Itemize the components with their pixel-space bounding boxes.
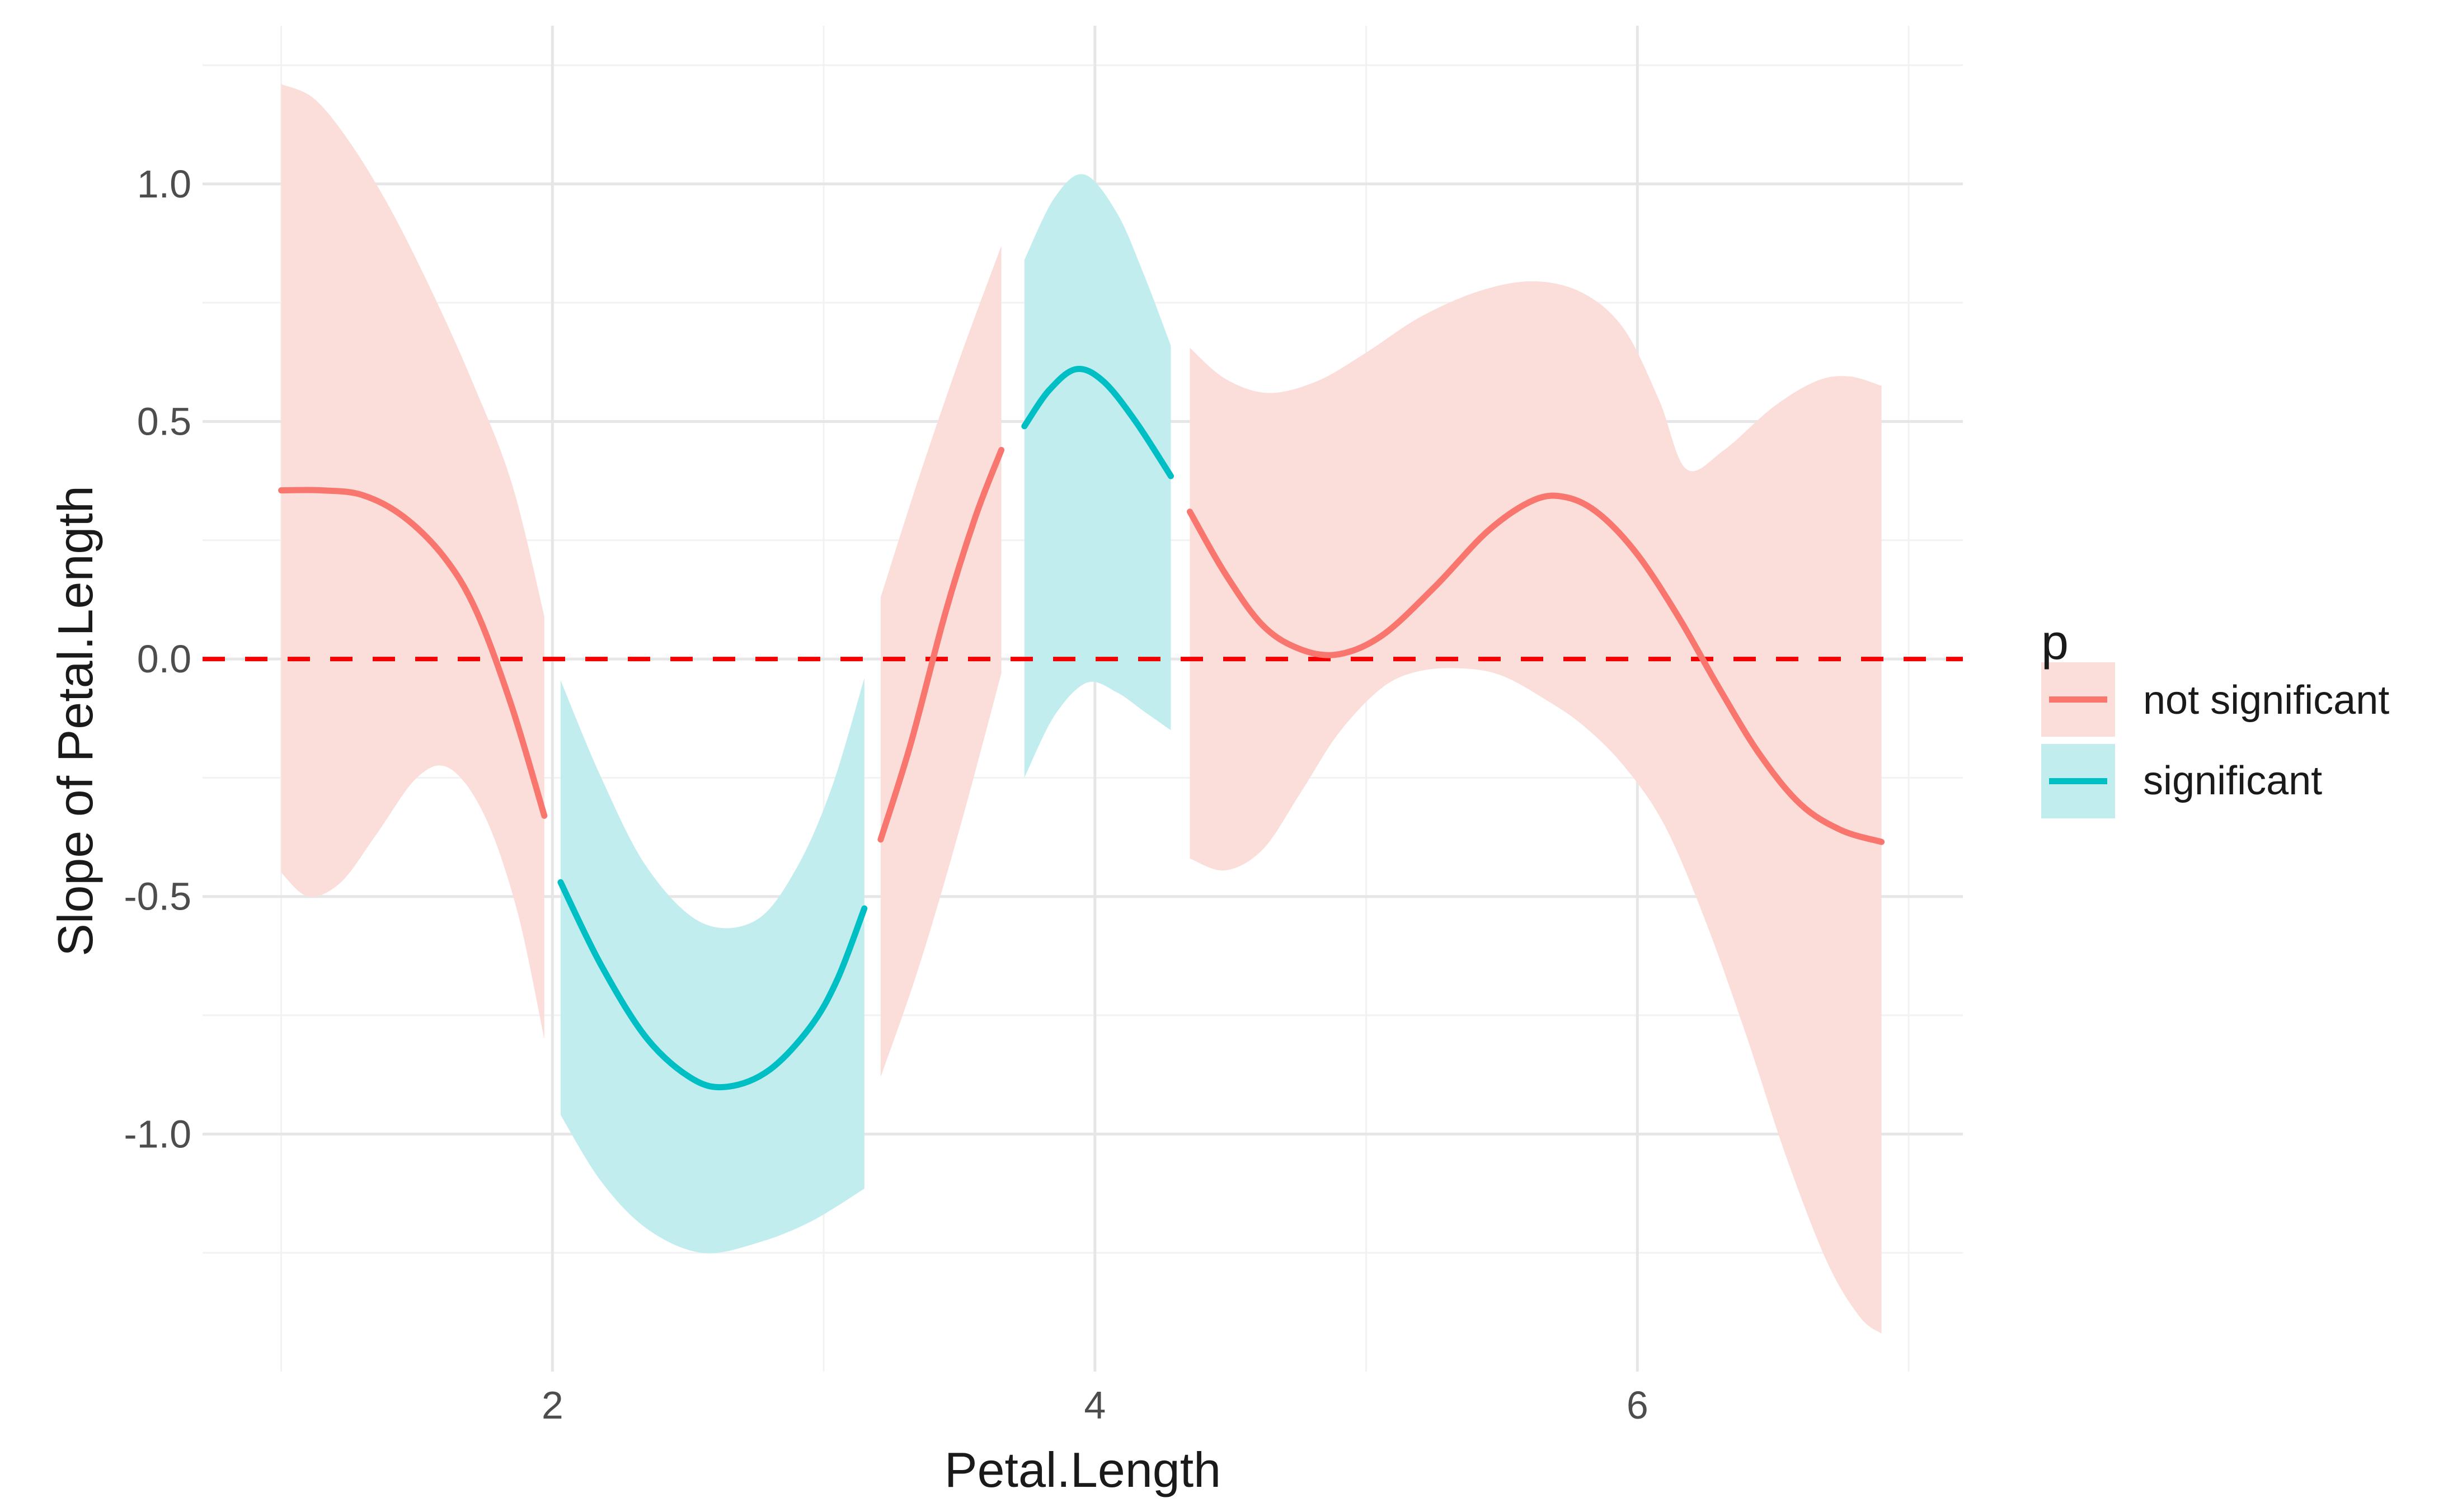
ribbon-significant bbox=[560, 678, 864, 1254]
slope-curve-significant bbox=[557, 879, 868, 1091]
slope-curve-significant bbox=[1021, 365, 1174, 479]
y-tick-label: 1.0 bbox=[137, 162, 191, 206]
legend-label-not-significant: not significant bbox=[2143, 678, 2390, 723]
x-tick-label: 4 bbox=[1084, 1383, 1106, 1427]
ribbon-not-significant bbox=[880, 246, 1002, 1077]
x-tick-label: 6 bbox=[1627, 1383, 1648, 1427]
slope-curve-not-significant bbox=[877, 446, 1005, 843]
ribbon-not-significant bbox=[281, 84, 544, 1039]
plot-canvas: 2 4 6 1.0 0.5 0.0 -0.5 -1.0 bbox=[124, 26, 2115, 1427]
slope-derivative-plot: 2 4 6 1.0 0.5 0.0 -0.5 -1.0 Petal.Length Slope … bbox=[22, 9, 2448, 1512]
ribbon-not-significant bbox=[1190, 281, 1882, 1334]
x-tick-label: 2 bbox=[542, 1383, 563, 1427]
y-tick-label: 0.5 bbox=[137, 399, 191, 443]
x-axis-title: Petal.Length bbox=[944, 1442, 1221, 1497]
y-tick-label: -1.0 bbox=[124, 1112, 191, 1156]
slope-curve-not-significant bbox=[278, 487, 548, 819]
legend-label-significant: significant bbox=[2143, 759, 2323, 803]
y-axis-title: Slope of Petal.Length bbox=[48, 486, 103, 957]
legend-title: p bbox=[2041, 614, 2069, 670]
slope-curve-not-significant bbox=[1187, 492, 1885, 845]
ribbon-significant bbox=[1024, 174, 1171, 778]
y-tick-label: 0.0 bbox=[137, 637, 191, 681]
y-tick-label: -0.5 bbox=[124, 875, 191, 918]
